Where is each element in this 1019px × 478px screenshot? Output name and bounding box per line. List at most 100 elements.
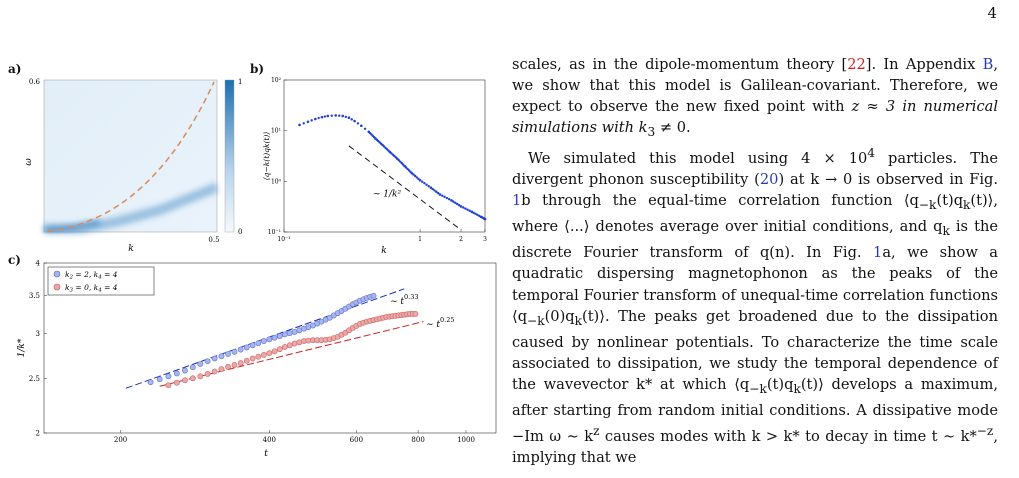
plot-b-point bbox=[461, 206, 465, 209]
plot-c-point bbox=[266, 350, 273, 357]
guide-label: ∼ 1/k² bbox=[373, 190, 402, 200]
plot-c-point bbox=[189, 375, 196, 382]
fit-line bbox=[125, 288, 405, 389]
plot-c-point bbox=[291, 329, 298, 335]
plot-c-point bbox=[182, 377, 188, 384]
plot-c-point bbox=[218, 353, 225, 360]
fit-line bbox=[159, 321, 424, 387]
plot-b-point bbox=[410, 171, 414, 175]
plot-b-point bbox=[298, 123, 301, 127]
colorbar bbox=[224, 79, 235, 233]
plot-b-point bbox=[341, 114, 344, 118]
plot-b-point bbox=[470, 210, 474, 214]
plot-b-point bbox=[441, 194, 444, 197]
plot-b-point bbox=[338, 114, 341, 117]
plot-b-point bbox=[433, 189, 436, 192]
paragraph-2: We simulated this model using 4 × 104 pa… bbox=[512, 146, 998, 466]
plot-b-point bbox=[427, 184, 430, 188]
plot-c-point bbox=[197, 373, 204, 380]
plot-c-point bbox=[231, 362, 238, 368]
colorbar-tick-max: 1 bbox=[238, 78, 242, 86]
panel-b-loglog: 10⁻¹ 1 2 3 10² 10¹ 10⁰ 10⁻¹ ∼ 1/k² ⟨q−k(t)qk(t)… bbox=[262, 77, 487, 255]
panel-a-heatmap: 0.6 0.5 ω k 1 0 bbox=[24, 78, 242, 254]
plot-b-point bbox=[466, 208, 469, 211]
plot-c-point bbox=[249, 342, 256, 349]
dispersion-fit-line bbox=[47, 81, 215, 232]
panel-c-scatter: 200 400 600 800 1000 4 3.5 3 2.5 2 k2 = 2, k4 = 4… bbox=[17, 260, 497, 459]
plot-c-xtick-label: 400 bbox=[263, 436, 276, 444]
figure-link-1[interactable]: 1 bbox=[512, 192, 522, 210]
figure-link-2[interactable]: 1 bbox=[873, 244, 883, 262]
plot-c-point bbox=[266, 336, 273, 343]
plot-c-point bbox=[173, 379, 180, 386]
fit-label-033: ∼ t0.33 bbox=[390, 293, 419, 307]
plot-b-point bbox=[447, 198, 451, 201]
equation-link[interactable]: 20 bbox=[759, 171, 779, 189]
page-number: 4 bbox=[987, 4, 997, 22]
plot-c-point bbox=[255, 353, 262, 360]
plot-c-point bbox=[271, 334, 278, 341]
plot-b-point bbox=[317, 116, 320, 120]
plot-b-point bbox=[443, 195, 446, 199]
legend-label-1: k2 = 2, k4 = 4 bbox=[65, 270, 118, 281]
plot-b-ytick-label: 10⁰ bbox=[271, 178, 282, 185]
plot-c-point bbox=[255, 340, 262, 347]
plot-b-point bbox=[483, 217, 487, 221]
panel-label-c: c) bbox=[8, 253, 21, 267]
citation-link[interactable]: 22 bbox=[847, 56, 866, 73]
plot-c-point bbox=[173, 370, 180, 377]
plot-c-point bbox=[147, 379, 154, 386]
plot-b-xtick-label: 1 bbox=[418, 236, 422, 243]
fit-label-025: ∼ t0.25 bbox=[426, 316, 455, 330]
plot-c-point bbox=[276, 333, 283, 339]
plot-c-point bbox=[243, 344, 250, 351]
panel-label-a: a) bbox=[8, 62, 22, 76]
plot-b-point bbox=[344, 115, 348, 119]
plot-c-point bbox=[276, 346, 283, 353]
plot-b-ylabel: ⟨q−k(t)qk(t)⟩ bbox=[262, 132, 271, 181]
plot-c-point bbox=[281, 331, 288, 338]
plot-b-point bbox=[476, 213, 479, 216]
plot-c-point bbox=[237, 346, 244, 353]
plot-c-point bbox=[243, 357, 250, 364]
plot-c-point bbox=[204, 358, 211, 365]
plot-b-point bbox=[431, 187, 434, 191]
guide-line-k-minus-2 bbox=[348, 145, 462, 231]
plot-b-point bbox=[330, 114, 333, 117]
plot-b-point bbox=[363, 127, 367, 130]
plot-b-point bbox=[310, 119, 313, 122]
body-text: scales, as in the dipole-momentum theory… bbox=[512, 54, 998, 468]
plot-b-point bbox=[418, 178, 422, 182]
plot-b-point bbox=[459, 205, 463, 208]
heatmap-ytick: 0.6 bbox=[29, 78, 41, 86]
plot-b-frame bbox=[283, 79, 486, 233]
plot-c-point bbox=[286, 330, 293, 337]
plot-b-point bbox=[452, 200, 455, 203]
legend: k2 = 2, k4 = 4 k3 = 0, k4 = 4 bbox=[47, 266, 155, 296]
plot-c-point bbox=[211, 355, 218, 362]
plot-b-xlabel: k bbox=[381, 246, 386, 255]
heatmap-ylabel: ω bbox=[24, 158, 34, 166]
plot-c-ytick-label: 2.5 bbox=[29, 375, 40, 383]
plot-b-point bbox=[425, 183, 428, 186]
plot-b-point bbox=[445, 196, 449, 200]
plot-b-point bbox=[347, 116, 351, 120]
plot-b-point bbox=[302, 122, 305, 125]
plot-b-point bbox=[350, 118, 353, 121]
plot-b-point bbox=[353, 119, 356, 123]
plot-c-xtick-label: 200 bbox=[114, 436, 127, 444]
plot-b-point bbox=[468, 209, 471, 212]
appendix-link[interactable]: B bbox=[982, 56, 994, 73]
plot-b-point bbox=[397, 158, 400, 162]
heatmap-xtick: 0.5 bbox=[208, 236, 219, 244]
plot-b-point bbox=[438, 193, 442, 196]
plot-c-point bbox=[237, 360, 244, 366]
plot-b-point bbox=[436, 191, 440, 195]
plot-b-point bbox=[413, 174, 417, 178]
plot-b-point bbox=[457, 204, 461, 207]
plot-c-point bbox=[211, 368, 218, 375]
plot-b-point bbox=[334, 114, 338, 117]
plot-b-point bbox=[415, 176, 418, 179]
plot-b-point bbox=[356, 122, 360, 125]
plot-b-point bbox=[399, 160, 402, 163]
